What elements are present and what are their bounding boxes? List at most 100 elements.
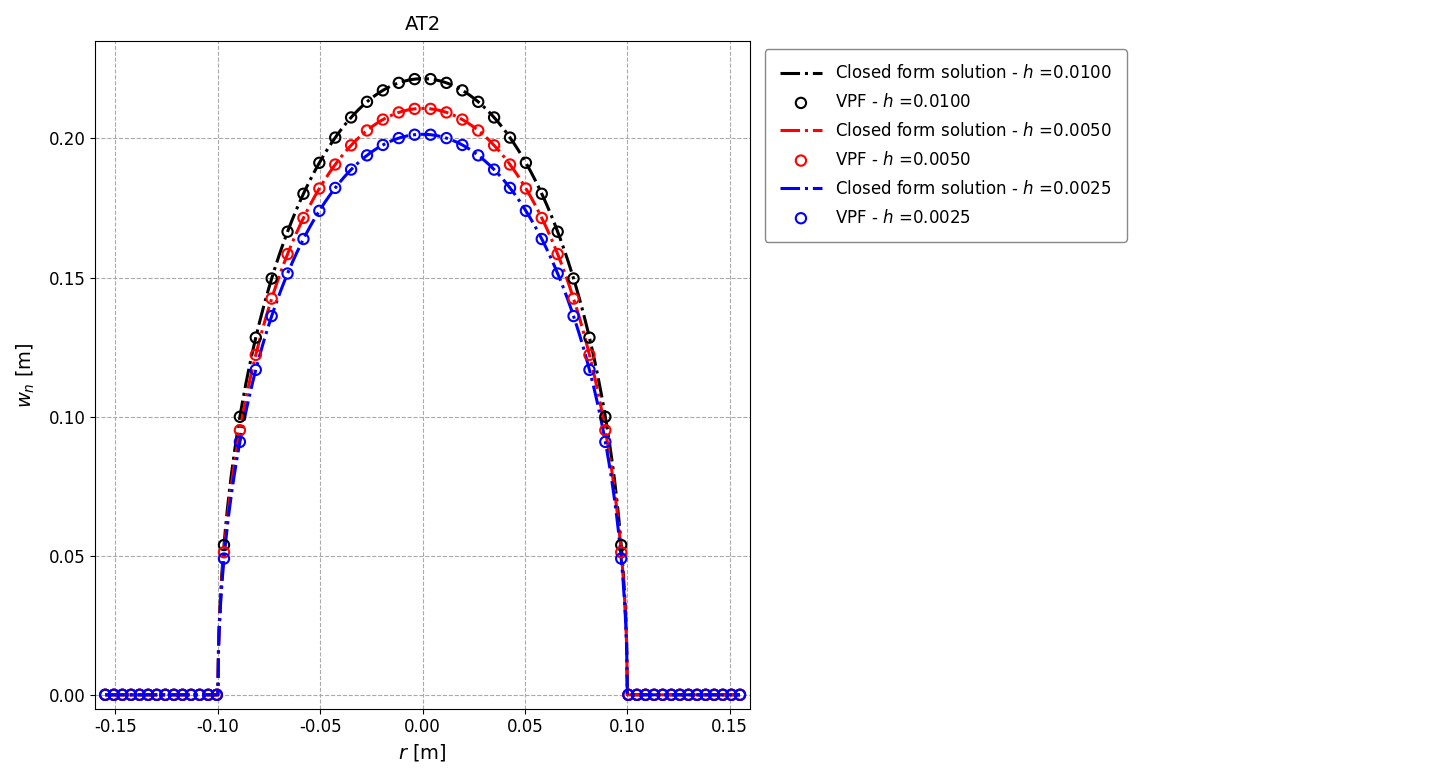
VPF - $h$ =0.0100 [610,539,633,552]
VPF - $h$ =0.0050 [660,689,684,701]
VPF - $h$ =0.0050 [451,114,474,126]
VPF - $h$ =0.0050 [626,689,649,701]
Closed form solution - $h$ =0.0100 [479,106,496,115]
VPF - $h$ =0.0025 [626,689,649,701]
VPF - $h$ =0.0025 [187,689,211,701]
VPF - $h$ =0.0050 [676,689,699,701]
Y-axis label: $w_n$ [m]: $w_n$ [m] [14,342,37,408]
VPF - $h$ =0.0100 [643,689,666,701]
VPF - $h$ =0.0025 [694,689,717,701]
VPF - $h$ =0.0050 [212,546,235,559]
VPF - $h$ =0.0025 [643,689,666,701]
VPF - $h$ =0.0025 [610,552,633,565]
VPF - $h$ =0.0025 [702,689,725,701]
VPF - $h$ =0.0050 [260,293,283,305]
VPF - $h$ =0.0050 [356,124,379,137]
VPF - $h$ =0.0025 [594,436,617,448]
VPF - $h$ =0.0050 [111,689,134,701]
VPF - $h$ =0.0025 [388,132,411,145]
VPF - $h$ =0.0025 [356,149,379,162]
VPF - $h$ =0.0050 [154,689,177,701]
VPF - $h$ =0.0100 [515,156,538,169]
VPF - $h$ =0.0050 [187,689,211,701]
VPF - $h$ =0.0100 [172,689,195,701]
VPF - $h$ =0.0025 [404,128,427,141]
VPF - $h$ =0.0050 [172,689,195,701]
VPF - $h$ =0.0100 [626,689,649,701]
VPF - $h$ =0.0025 [291,233,314,245]
VPF - $h$ =0.0025 [180,689,203,701]
VPF - $h$ =0.0100 [685,689,708,701]
VPF - $h$ =0.0100 [323,131,346,144]
VPF - $h$ =0.0100 [652,689,675,701]
Closed form solution - $h$ =0.0100 [97,690,114,699]
Closed form solution - $h$ =0.0100 [466,94,483,103]
VPF - $h$ =0.0025 [720,689,743,701]
VPF - $h$ =0.0100 [617,689,640,701]
Closed form solution - $h$ =0.0100 [454,86,472,95]
VPF - $h$ =0.0025 [668,689,691,701]
VPF - $h$ =0.0025 [128,689,151,701]
VPF - $h$ =0.0100 [435,76,459,89]
VPF - $h$ =0.0050 [711,689,734,701]
VPF - $h$ =0.0025 [163,689,186,701]
VPF - $h$ =0.0100 [339,111,362,124]
VPF - $h$ =0.0100 [94,689,117,701]
VPF - $h$ =0.0025 [660,689,684,701]
VPF - $h$ =0.0050 [499,158,522,170]
X-axis label: $r$ [m]: $r$ [m] [398,742,447,763]
VPF - $h$ =0.0025 [634,689,658,701]
VPF - $h$ =0.0100 [212,539,235,552]
VPF - $h$ =0.0050 [594,424,617,436]
Closed form solution - $h$ =0.0050 [610,519,627,528]
VPF - $h$ =0.0025 [372,138,395,151]
VPF - $h$ =0.0050 [323,158,346,170]
Line: Closed form solution - $h$ =0.0050: Closed form solution - $h$ =0.0050 [105,108,740,695]
VPF - $h$ =0.0050 [102,689,125,701]
VPF - $h$ =0.0050 [137,689,160,701]
VPF - $h$ =0.0025 [685,689,708,701]
Closed form solution - $h$ =0.0100 [610,510,627,520]
VPF - $h$ =0.0100 [694,689,717,701]
VPF - $h$ =0.0050 [728,689,751,701]
VPF - $h$ =0.0050 [94,689,117,701]
VPF - $h$ =0.0050 [702,689,725,701]
VPF - $h$ =0.0050 [291,212,314,224]
VPF - $h$ =0.0025 [120,689,143,701]
VPF - $h$ =0.0050 [128,689,151,701]
VPF - $h$ =0.0100 [307,156,330,169]
VPF - $h$ =0.0025 [137,689,160,701]
Closed form solution - $h$ =0.0025 [466,148,483,157]
VPF - $h$ =0.0100 [702,689,725,701]
Closed form solution - $h$ =0.0050 [252,328,270,337]
VPF - $h$ =0.0050 [146,689,169,701]
VPF - $h$ =0.0100 [499,131,522,144]
VPF - $h$ =0.0100 [483,111,506,124]
VPF - $h$ =0.0100 [146,689,169,701]
Closed form solution - $h$ =0.0050 [466,123,483,132]
VPF - $h$ =0.0100 [711,689,734,701]
VPF - $h$ =0.0100 [187,689,211,701]
VPF - $h$ =0.0050 [643,689,666,701]
Line: Closed form solution - $h$ =0.0025: Closed form solution - $h$ =0.0025 [105,135,740,695]
VPF - $h$ =0.0050 [228,424,251,436]
VPF - $h$ =0.0100 [196,689,219,701]
VPF - $h$ =0.0025 [275,268,298,280]
VPF - $h$ =0.0025 [515,205,538,217]
VPF - $h$ =0.0025 [102,689,125,701]
VPF - $h$ =0.0100 [137,689,160,701]
VPF - $h$ =0.0050 [180,689,203,701]
Closed form solution - $h$ =0.0050 [731,690,748,699]
VPF - $h$ =0.0025 [435,132,459,145]
VPF - $h$ =0.0100 [388,76,411,89]
VPF - $h$ =0.0100 [111,689,134,701]
VPF - $h$ =0.0025 [244,363,267,376]
VPF - $h$ =0.0025 [547,268,570,280]
VPF - $h$ =0.0050 [531,212,554,224]
VPF - $h$ =0.0050 [339,139,362,152]
VPF - $h$ =0.0025 [467,149,490,162]
VPF - $h$ =0.0025 [711,689,734,701]
VPF - $h$ =0.0025 [212,552,235,565]
VPF - $h$ =0.0050 [163,689,186,701]
VPF - $h$ =0.0100 [244,331,267,344]
